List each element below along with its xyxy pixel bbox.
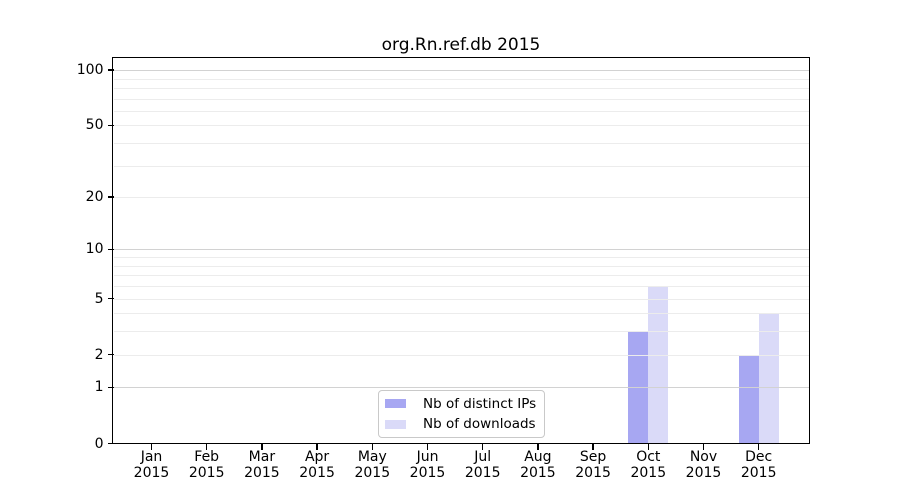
legend-swatch-downloads xyxy=(385,419,406,429)
gridline-minor-2 xyxy=(113,354,810,356)
x-tick-jun xyxy=(426,444,429,451)
x-tick-year: 2015 xyxy=(133,465,170,481)
y-tick-2 xyxy=(107,353,114,356)
chart-title: org.Rn.ref.db 2015 xyxy=(381,35,541,55)
y-tick-50 xyxy=(107,124,114,127)
gridline-minor-70 xyxy=(113,98,810,100)
y-tick-5 xyxy=(107,297,114,300)
y-tick-1 xyxy=(107,386,114,389)
gridline-minor-40 xyxy=(113,143,810,145)
x-tick-sep xyxy=(592,444,594,451)
plot-area xyxy=(113,59,810,444)
x-tick-year: 2015 xyxy=(685,465,722,481)
x-tick-jul xyxy=(481,444,484,451)
y-tick-label-1: 1 xyxy=(94,379,104,396)
gridline-minor-60 xyxy=(113,110,810,112)
x-tick-apr xyxy=(316,444,318,451)
x-tick-label-may: May 2015 xyxy=(337,449,407,482)
y-tick-100 xyxy=(107,69,114,71)
gridline-minor-4 xyxy=(113,313,810,315)
x-tick-month: Apr xyxy=(304,448,330,465)
gridline-minor-8 xyxy=(113,265,810,267)
x-tick-month: Oct xyxy=(636,448,661,465)
x-tick-label-jul: Jul 2015 xyxy=(448,449,518,482)
bar-downloads-oct xyxy=(648,286,669,444)
y-tick-label-50: 50 xyxy=(85,117,104,134)
gridline-minor-20 xyxy=(113,197,810,199)
x-tick-label-oct: Oct 2015 xyxy=(613,449,683,482)
x-tick-month: Jul xyxy=(474,448,492,465)
x-tick-year: 2015 xyxy=(630,465,667,481)
x-tick-dec xyxy=(757,444,760,451)
gridline-minor-50 xyxy=(113,125,810,127)
x-tick-mar xyxy=(261,444,263,451)
x-tick-month: Sep xyxy=(579,448,607,465)
x-tick-month: Feb xyxy=(194,448,220,465)
y-tick-label-0: 0 xyxy=(94,435,104,452)
x-tick-label-jun: Jun 2015 xyxy=(393,449,463,482)
x-tick-year: 2015 xyxy=(464,465,501,481)
x-tick-oct xyxy=(647,444,650,451)
gridline-major-1 xyxy=(113,387,810,389)
x-tick-label-apr: Apr 2015 xyxy=(282,449,352,482)
gridline-minor-7 xyxy=(113,275,810,277)
x-tick-year: 2015 xyxy=(740,465,777,481)
x-tick-month: Jan xyxy=(140,448,163,465)
y-tick-label-10: 10 xyxy=(85,241,104,258)
x-tick-month: Dec xyxy=(745,448,773,465)
gridline-minor-5 xyxy=(113,298,810,300)
bar-downloads-dec xyxy=(758,313,779,444)
gridline-minor-9 xyxy=(113,257,810,259)
x-tick-month: May xyxy=(357,448,387,465)
y-tick-label-20: 20 xyxy=(85,189,104,206)
x-tick-year: 2015 xyxy=(299,465,335,481)
x-tick-label-feb: Feb 2015 xyxy=(172,449,242,482)
legend-label-distinct-ips: Nb of distinct IPs xyxy=(423,395,537,412)
x-tick-month: Jun xyxy=(416,448,439,465)
legend-swatch-distinct-ips xyxy=(385,399,406,409)
y-tick-0 xyxy=(107,442,114,445)
gridline-minor-3 xyxy=(113,331,810,333)
x-tick-jan xyxy=(150,444,153,451)
y-tick-20 xyxy=(107,196,114,198)
y-tick-label-2: 2 xyxy=(94,346,104,363)
x-tick-year: 2015 xyxy=(188,465,225,481)
x-tick-year: 2015 xyxy=(575,465,611,481)
x-tick-year: 2015 xyxy=(354,465,391,481)
y-tick-label-100: 100 xyxy=(76,62,104,79)
x-tick-label-sep: Sep 2015 xyxy=(558,449,628,482)
x-tick-nov xyxy=(702,444,705,451)
y-tick-label-5: 5 xyxy=(94,290,104,307)
x-tick-label-nov: Nov 2015 xyxy=(669,449,739,482)
x-tick-label-jan: Jan 2015 xyxy=(117,449,187,482)
x-tick-label-aug: Aug 2015 xyxy=(503,449,573,482)
bar-distinct-ips-dec xyxy=(738,354,759,444)
x-tick-label-mar: Mar 2015 xyxy=(227,449,297,482)
gridline-major-10 xyxy=(113,249,810,251)
x-tick-aug xyxy=(537,444,539,451)
x-tick-year: 2015 xyxy=(409,465,446,481)
gridline-minor-90 xyxy=(113,78,810,80)
x-tick-year: 2015 xyxy=(244,465,280,481)
x-tick-may xyxy=(371,444,374,451)
legend-item-distinct-ips: Nb of distinct IPs xyxy=(379,396,544,412)
legend-label-downloads: Nb of downloads xyxy=(423,416,536,433)
x-tick-year: 2015 xyxy=(520,465,556,481)
gridline-minor-80 xyxy=(113,87,810,89)
legend: Nb of distinct IPs Nb of downloads xyxy=(378,390,545,438)
x-tick-month: Aug xyxy=(524,448,552,465)
gridline-major-100 xyxy=(113,70,810,72)
gridline-minor-30 xyxy=(113,165,810,167)
gridline-minor-6 xyxy=(113,286,810,288)
y-tick-10 xyxy=(107,248,114,251)
x-tick-month: Nov xyxy=(689,448,718,465)
legend-item-downloads: Nb of downloads xyxy=(379,416,544,432)
x-tick-month: Mar xyxy=(248,448,276,465)
x-tick-feb xyxy=(205,444,208,451)
x-tick-label-dec: Dec 2015 xyxy=(724,449,794,482)
